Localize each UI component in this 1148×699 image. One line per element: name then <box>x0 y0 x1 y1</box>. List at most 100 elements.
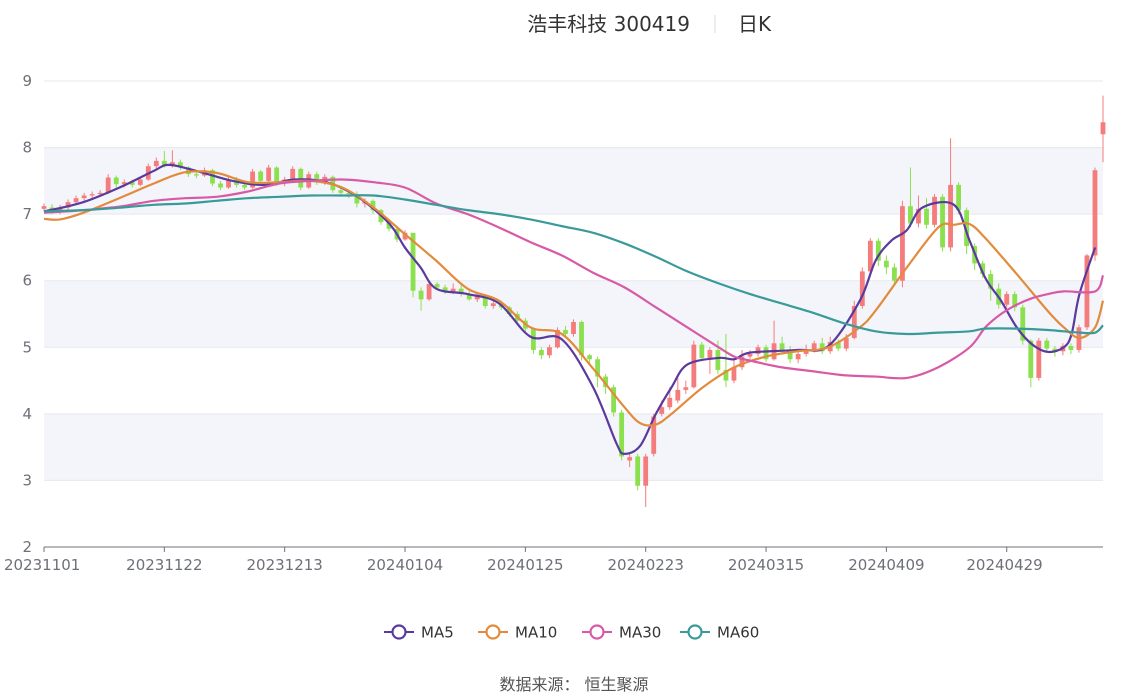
candle-body <box>539 349 544 356</box>
candle-body <box>89 194 95 196</box>
candle-body <box>779 343 785 350</box>
candle-body <box>948 184 953 248</box>
plot-grid <box>44 80 1103 548</box>
candle-body <box>1052 348 1058 352</box>
candle-body <box>258 171 264 181</box>
legend-circle-icon <box>687 624 703 640</box>
candle-body <box>65 202 71 208</box>
candle-body <box>563 329 568 334</box>
candle-body <box>169 162 175 165</box>
candle-body <box>290 168 296 180</box>
candle-body <box>635 456 641 486</box>
candle-body <box>129 182 135 185</box>
y-tick-label: 2 <box>22 538 32 556</box>
candle-body <box>250 171 255 188</box>
candle-body <box>177 162 183 168</box>
candle-body <box>659 407 665 414</box>
candle-body <box>908 206 913 224</box>
candle-body <box>595 359 600 377</box>
candle-body <box>113 177 119 185</box>
grid-band <box>44 280 1103 348</box>
legend-item-ma30[interactable]: MA30 <box>582 624 661 642</box>
candle-body <box>875 240 881 261</box>
candle-body <box>426 284 432 300</box>
candle-body <box>755 347 761 354</box>
x-tick-label: 20231101 <box>4 556 80 574</box>
y-tick-label: 5 <box>22 338 32 356</box>
data-source: 数据来源： 恒生聚源 <box>499 675 648 694</box>
legend-item-ma10[interactable]: MA10 <box>478 624 557 642</box>
candle-body <box>667 397 673 408</box>
chart-period: 日K <box>738 12 772 36</box>
ma-line-ma60 <box>43 194 1104 336</box>
candle-body <box>338 190 344 193</box>
candle-body <box>105 177 111 193</box>
x-tick-label: 20231122 <box>126 556 202 574</box>
candle-body <box>218 183 223 188</box>
candle-body <box>226 179 231 188</box>
candle-body <box>932 196 937 225</box>
legend-item-ma5[interactable]: MA5 <box>384 624 454 642</box>
candle-body <box>651 416 657 454</box>
candle-body <box>763 347 769 360</box>
candle-body <box>787 349 793 360</box>
x-axis: 20231101 20231122 20231213 20240104 20240125… <box>4 546 1103 574</box>
candle-body <box>81 195 87 199</box>
candle-body <box>1068 345 1074 350</box>
x-tick-label: 20240104 <box>367 556 443 574</box>
x-tick-label: 20240409 <box>848 556 924 574</box>
candle-body <box>1092 170 1098 256</box>
candle-body <box>210 170 215 184</box>
chart-title: 浩丰科技 300419 <box>527 12 690 36</box>
candle-body <box>482 295 488 307</box>
legend-label: MA30 <box>619 624 661 642</box>
candle-body <box>41 206 47 209</box>
candle-body <box>370 200 376 211</box>
legend-circle-icon <box>485 624 501 640</box>
candle-body <box>266 167 272 181</box>
candle-body <box>418 290 424 300</box>
candle-body <box>242 184 247 188</box>
candle-body <box>490 303 496 307</box>
candle-body <box>402 232 408 240</box>
candle-body <box>731 367 737 381</box>
legend-label: MA10 <box>515 624 557 642</box>
x-tick-label: 20240429 <box>966 556 1042 574</box>
candle-body <box>466 294 472 300</box>
candle-body <box>627 457 633 461</box>
candle-body <box>555 329 560 348</box>
candle-body <box>1044 340 1050 349</box>
candle-body <box>900 206 905 281</box>
legend-label: MA60 <box>717 624 759 642</box>
x-tick-label: 20240125 <box>487 556 563 574</box>
ma-line-ma30 <box>43 178 1105 380</box>
candle-body <box>97 192 103 195</box>
candle-body <box>867 240 873 272</box>
candle-body <box>153 160 159 167</box>
legend-item-ma60[interactable]: MA60 <box>680 624 759 642</box>
candle-body <box>916 208 921 224</box>
x-tick-label: 20240315 <box>728 556 804 574</box>
candle-body <box>988 274 994 289</box>
candle-body <box>434 284 440 288</box>
candle-body <box>547 347 552 356</box>
candle-body <box>835 341 841 349</box>
y-tick-label: 7 <box>22 205 32 223</box>
candle-body <box>121 182 127 185</box>
candle-body <box>1036 340 1042 378</box>
y-tick-label: 4 <box>22 405 32 423</box>
grid-band <box>44 413 1103 481</box>
x-tick-label: 20231213 <box>247 556 323 574</box>
candle-body <box>723 369 729 381</box>
candle-body <box>450 288 456 292</box>
candle-body <box>611 387 617 413</box>
candle-body <box>1012 294 1018 308</box>
legend-label: MA5 <box>421 624 454 642</box>
candle-body <box>274 167 280 184</box>
y-tick-label: 8 <box>22 139 32 157</box>
moving-average-lines <box>43 163 1105 455</box>
candle-body <box>386 222 392 229</box>
candle-body <box>1100 122 1106 135</box>
candle-body <box>73 198 79 203</box>
